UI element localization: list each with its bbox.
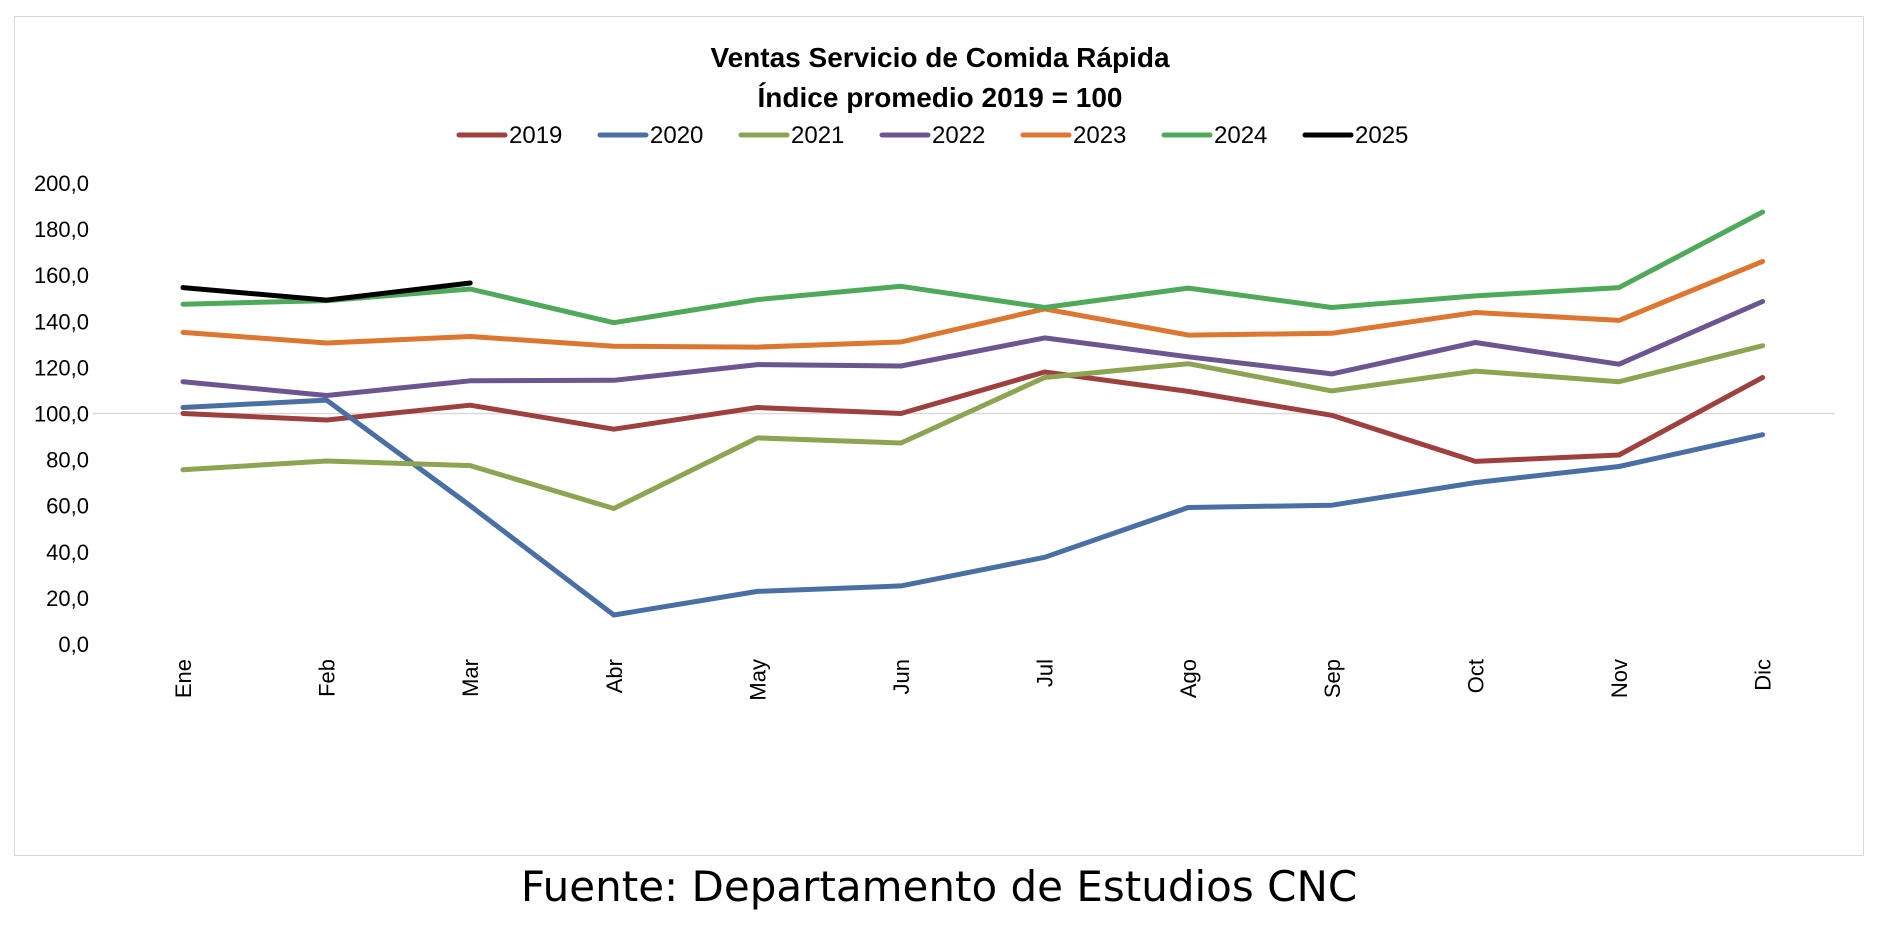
x-tick-label: Oct (1463, 659, 1488, 693)
x-tick-label: Ene (171, 659, 196, 698)
x-tick-label: Ago (1176, 659, 1201, 698)
series-line-2021 (180, 343, 1766, 511)
x-tick-label: Feb (315, 659, 340, 697)
chart-title: Ventas Servicio de Comida Rápida (710, 42, 1169, 73)
x-tick-label: Abr (602, 659, 627, 693)
legend-item-2021: 2021 (738, 122, 844, 149)
legend-item-2019: 2019 (456, 122, 562, 149)
y-tick-label: 200,0 (34, 171, 89, 196)
legend-label: 2025 (1355, 122, 1408, 149)
legend-label: 2023 (1073, 122, 1126, 149)
chart-subtitle: Índice promedio 2019 = 100 (758, 82, 1123, 113)
x-axis: Ene Feb Mar Abr May Jun Jul Ago Sep Oct Nov Dic (171, 659, 1776, 701)
series-line-2024 (180, 209, 1766, 326)
chart-legend: 2019 2020 2021 2022 2023 2024 2025 (456, 122, 1408, 149)
legend-item-2020: 2020 (597, 122, 703, 149)
y-tick-label: 0,0 (58, 632, 89, 657)
y-tick-label: 20,0 (46, 586, 89, 611)
legend-item-2023: 2023 (1020, 122, 1126, 149)
x-tick-label: Nov (1607, 659, 1632, 698)
x-tick-label: Mar (458, 659, 483, 697)
y-tick-label: 40,0 (46, 540, 89, 565)
y-tick-label: 140,0 (34, 309, 89, 334)
series-line-2019 (180, 369, 1766, 464)
x-tick-label: Sep (1320, 659, 1345, 698)
y-tick-label: 160,0 (34, 263, 89, 288)
legend-item-2022: 2022 (879, 122, 985, 149)
chart-frame: Ventas Servicio de Comida Rápida Índice … (14, 16, 1864, 856)
legend-label: 2021 (791, 122, 844, 149)
y-axis: 0,0 20,0 40,0 60,0 80,0 100,0 120,0 140,0 160,0 1… (34, 171, 89, 657)
x-tick-label: Jun (889, 659, 914, 694)
source-note: Fuente: Departamento de Estudios CNC (520, 862, 1358, 911)
series-line-2020 (180, 397, 1766, 618)
y-tick-label: 100,0 (34, 402, 89, 427)
y-tick-label: 120,0 (34, 355, 89, 380)
series-line-2022 (180, 299, 1766, 398)
y-tick-label: 60,0 (46, 494, 89, 519)
x-tick-label: Jul (1033, 659, 1058, 687)
x-tick-label: May (745, 659, 770, 701)
series-line-2025 (180, 280, 473, 303)
legend-label: 2019 (509, 122, 562, 149)
legend-label: 2020 (650, 122, 703, 149)
y-tick-label: 180,0 (34, 217, 89, 242)
series-line-2023 (180, 258, 1766, 350)
legend-label: 2024 (1214, 122, 1267, 149)
legend-item-2025: 2025 (1302, 122, 1408, 149)
legend-label: 2022 (932, 122, 985, 149)
legend-item-2024: 2024 (1161, 122, 1267, 149)
y-tick-label: 80,0 (46, 448, 89, 473)
plot-area (180, 209, 1766, 618)
x-tick-label: Dic (1751, 659, 1776, 691)
line-chart: Ventas Servicio de Comida Rápida Índice … (34, 42, 1835, 701)
